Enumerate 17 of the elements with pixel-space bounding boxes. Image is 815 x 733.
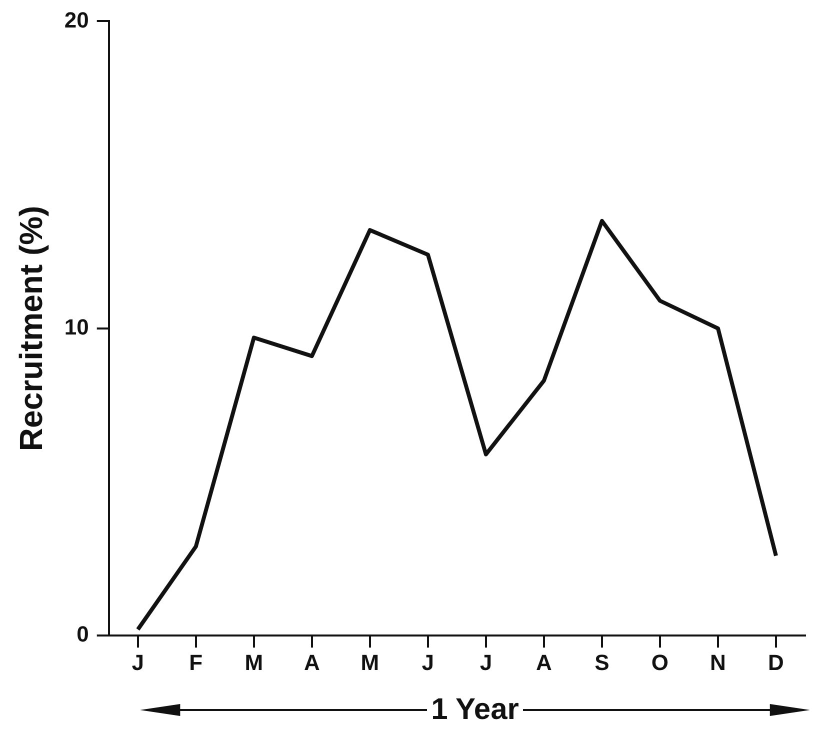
- y-tick-label: 0: [76, 622, 89, 647]
- x-tick-label: O: [651, 650, 669, 675]
- x-tick-label: M: [360, 650, 380, 675]
- x-tick-label: J: [132, 650, 144, 675]
- y-tick-label: 10: [64, 314, 89, 340]
- x-tick-label: J: [480, 650, 492, 675]
- x-tick-label: A: [304, 650, 320, 675]
- x-tick-label: M: [244, 650, 264, 675]
- x-tick-label: A: [536, 650, 552, 675]
- x-tick-label: N: [710, 650, 726, 675]
- x-tick-label: S: [594, 650, 610, 675]
- y-axis-title: Recruitment (%): [13, 206, 50, 452]
- x-tick-label: J: [422, 650, 434, 675]
- x-axis-title: 1 Year: [430, 693, 520, 727]
- x-tick-label: F: [189, 650, 203, 675]
- x-tick-label: D: [768, 650, 784, 675]
- y-tick-label: 20: [64, 7, 89, 32]
